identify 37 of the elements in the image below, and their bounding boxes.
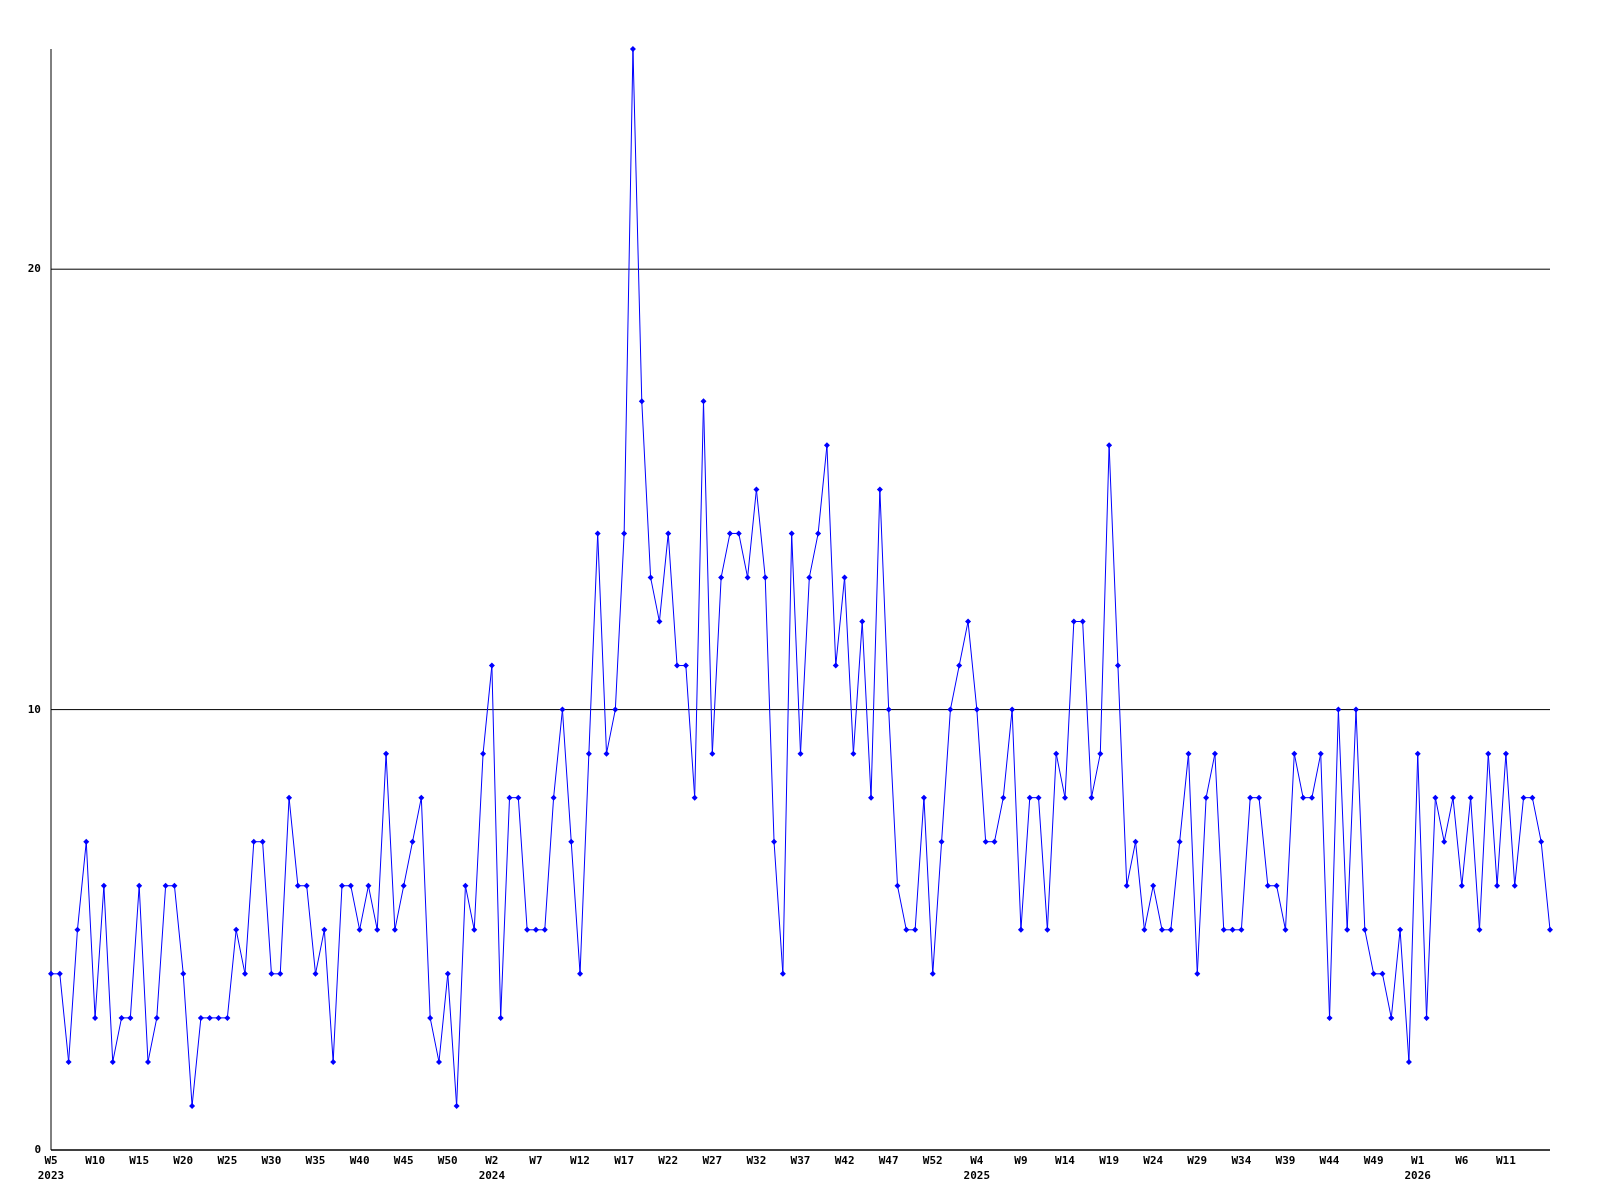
x-tick-label: W24 — [1143, 1154, 1164, 1167]
x-tick-label: W11 — [1495, 1154, 1517, 1167]
x-tick-label: W20 — [173, 1154, 194, 1167]
x-tick-label: W32 — [746, 1154, 767, 1167]
y-tick-label: 10 — [27, 702, 41, 716]
x-tick-label: W9 — [1014, 1154, 1028, 1167]
x-tick-label: W42 — [834, 1154, 855, 1167]
x-tick-label: W27 — [702, 1154, 723, 1167]
x-tick-label: W40 — [349, 1154, 370, 1167]
x-tick-label: W47 — [878, 1154, 899, 1167]
x-tick-label: W1 2026 — [1404, 1154, 1432, 1182]
y-tick-label: 20 — [27, 262, 41, 276]
x-tick-label: W29 — [1187, 1154, 1208, 1167]
x-tick-label: W15 — [129, 1154, 150, 1167]
x-tick-label: W52 — [922, 1154, 943, 1167]
x-tick-label: W45 — [393, 1154, 414, 1167]
x-tick-label: W5 2023 — [37, 1154, 65, 1182]
x-tick-label: W22 — [658, 1154, 679, 1167]
y-tick-label: 0 — [34, 1143, 41, 1156]
x-tick-label: W10 — [85, 1154, 106, 1167]
x-tick-label: W30 — [261, 1154, 282, 1167]
x-tick-label: W39 — [1275, 1154, 1296, 1167]
x-tick-label: W25 — [217, 1154, 238, 1167]
x-tick-label: W17 — [614, 1154, 635, 1167]
x-tick-label: W44 — [1319, 1154, 1340, 1167]
x-tick-label: W7 — [529, 1154, 543, 1167]
x-tick-label: W49 — [1363, 1154, 1384, 1167]
x-tick-label: W37 — [790, 1154, 811, 1167]
x-tick-label: W6 — [1455, 1154, 1469, 1167]
x-tick-label: W14 — [1055, 1154, 1076, 1167]
x-tick-label: W12 — [570, 1154, 590, 1167]
x-tick-label: W34 — [1231, 1154, 1252, 1167]
x-tick-label: W4 2025 — [963, 1154, 991, 1182]
x-tick-label: W35 — [305, 1154, 326, 1167]
x-tick-label: W2 2024 — [478, 1154, 506, 1182]
x-tick-label: W19 — [1099, 1154, 1120, 1167]
x-tick-label: W50 — [437, 1154, 458, 1167]
